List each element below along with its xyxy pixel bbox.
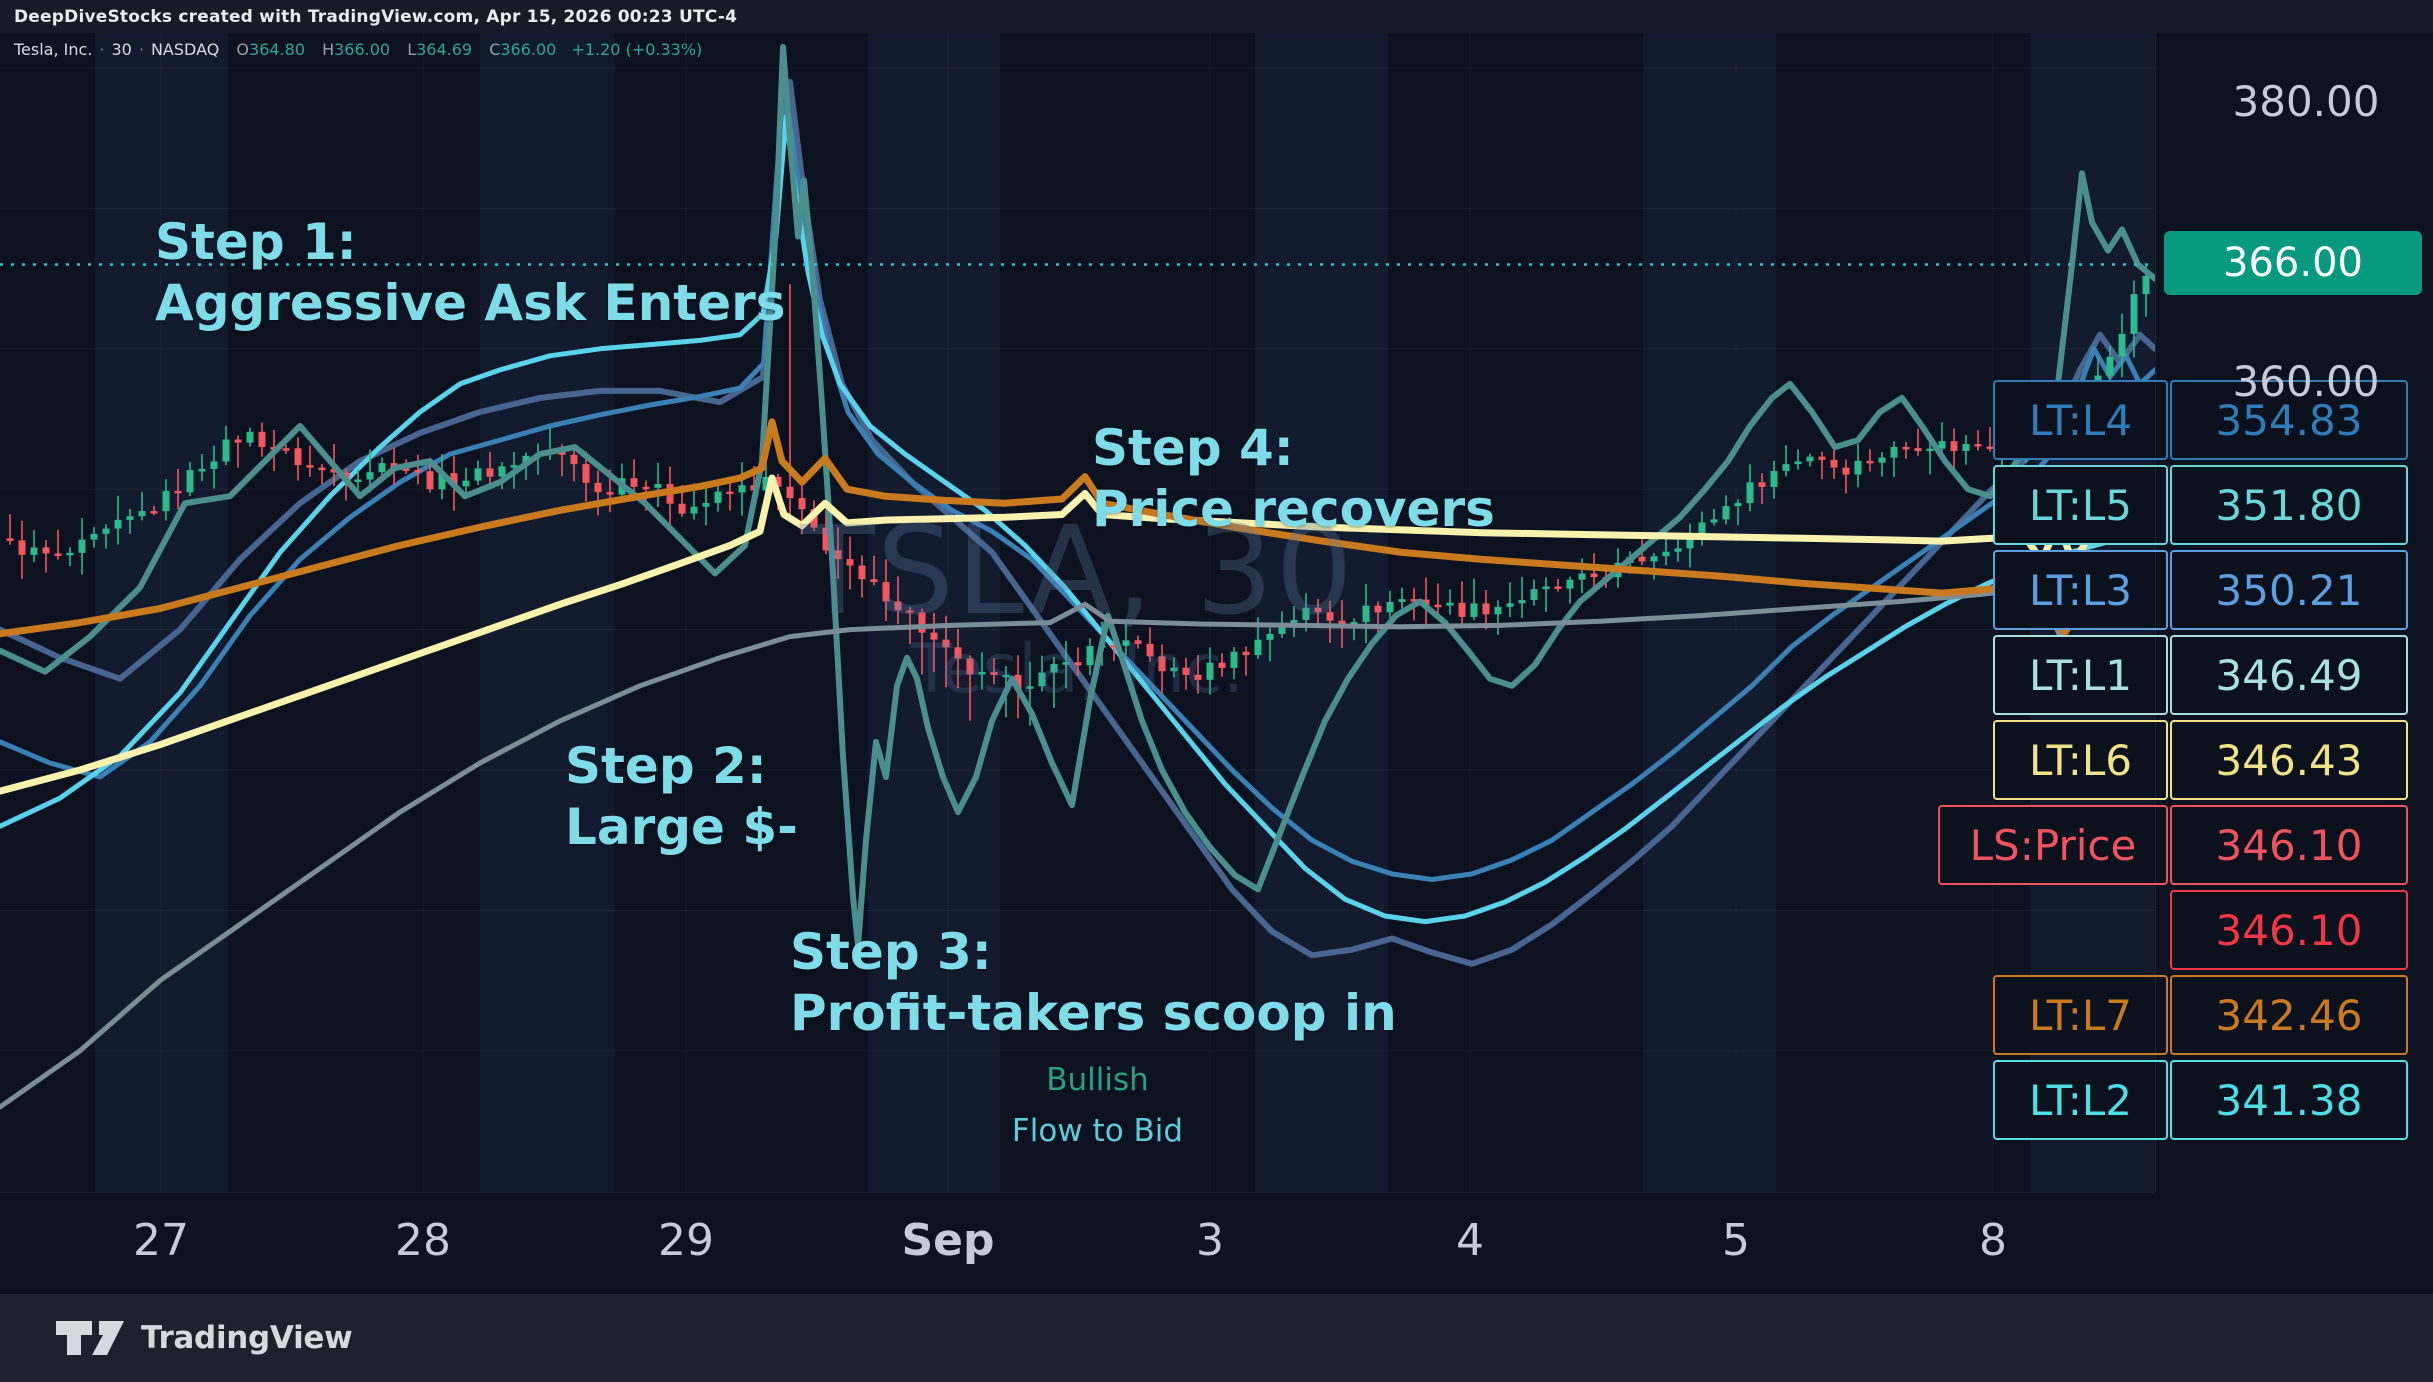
- ohlc-close-value: 366.00: [500, 40, 557, 59]
- tradingview-logo-icon: [56, 1321, 124, 1355]
- price-scale-label-380: 380.00: [2232, 77, 2380, 126]
- time-axis-label: 5: [1722, 1215, 1750, 1266]
- ohlc-high-label: H: [322, 40, 335, 59]
- price-level-value: 346.49: [2170, 635, 2408, 715]
- annotation-step4: Step 4: Price recovers: [1092, 419, 1495, 538]
- ohlc-open-label: O: [236, 40, 250, 59]
- price-scale-label-360: 360.00: [2232, 357, 2380, 406]
- price-level-name: LS:Price: [1938, 805, 2168, 885]
- legend-separator: ·: [138, 40, 144, 59]
- ohlc-low-value: 364.69: [416, 40, 473, 59]
- annotation-bullish: Bullish: [1046, 1062, 1149, 1098]
- price-level-value: 351.80: [2170, 465, 2408, 545]
- price-level-value: 354.83: [2170, 380, 2408, 460]
- legend-symbol[interactable]: Tesla, Inc.: [14, 40, 93, 59]
- ohlc-open-value: 364.80: [249, 40, 305, 59]
- annotation-step1: Step 1: Aggressive Ask Enters: [155, 213, 786, 332]
- tradingview-brand[interactable]: TradingView: [55, 1320, 353, 1356]
- legend-separator: ·: [99, 40, 105, 59]
- price-level-name: LT:L2: [1993, 1060, 2168, 1140]
- price-level-name: LT:L5: [1993, 465, 2168, 545]
- ohlc-change: +1.20 (+0.33%): [571, 40, 703, 59]
- legend-interval[interactable]: 30: [111, 40, 132, 59]
- time-axis-label: Sep: [901, 1215, 995, 1266]
- price-level-value: 346.10: [2170, 890, 2408, 970]
- time-axis-label: 3: [1196, 1215, 1224, 1266]
- footer-bar: TradingView: [0, 1294, 2433, 1382]
- ohlc-low-label: L: [407, 40, 417, 59]
- annotation-flow-to-bid: Flow to Bid: [1011, 1113, 1184, 1149]
- time-axis-label: 4: [1456, 1215, 1484, 1266]
- annotation-step3: Step 3: Profit-takers scoop in: [790, 923, 1397, 1042]
- attribution-text: DeepDiveStocks created with TradingView.…: [14, 6, 738, 27]
- last-price-badge: 366.00: [2164, 231, 2422, 295]
- price-level-name: LT:L3: [1993, 550, 2168, 630]
- price-level-name: LT:L4: [1993, 380, 2168, 460]
- price-level-value: 346.10: [2170, 805, 2408, 885]
- ohlc-close-label: C: [489, 40, 501, 59]
- price-level-name: LT:L1: [1993, 635, 2168, 715]
- time-axis-label: 27: [133, 1215, 189, 1266]
- price-level-name: LT:L7: [1993, 975, 2168, 1055]
- price-level-value: 346.43: [2170, 720, 2408, 800]
- time-axis-label: 8: [1979, 1215, 2007, 1266]
- price-level-value: 342.46: [2170, 975, 2408, 1055]
- legend-exchange: NASDAQ: [150, 40, 220, 59]
- price-level-name: LT:L6: [1993, 720, 2168, 800]
- price-level-value: 350.21: [2170, 550, 2408, 630]
- price-level-value: 341.38: [2170, 1060, 2408, 1140]
- tradingview-logo-text: TradingView: [141, 1320, 353, 1356]
- time-axis-label: 28: [395, 1215, 451, 1266]
- time-axis-label: 29: [658, 1215, 714, 1266]
- legend[interactable]: Tesla, Inc. · 30 · NASDAQ O364.80 H366.00 L3…: [14, 40, 702, 59]
- time-axis[interactable]: 27 28 29 Sep 3 4 5 8: [0, 1192, 2155, 1295]
- annotation-step2: Step 2: Large $-: [565, 737, 798, 856]
- price-scale[interactable]: 380.00 366.00 360.00: [2155, 33, 2433, 1192]
- attribution-bar: DeepDiveStocks created with TradingView.…: [0, 0, 2433, 33]
- ohlc-high-value: 366.00: [334, 40, 391, 59]
